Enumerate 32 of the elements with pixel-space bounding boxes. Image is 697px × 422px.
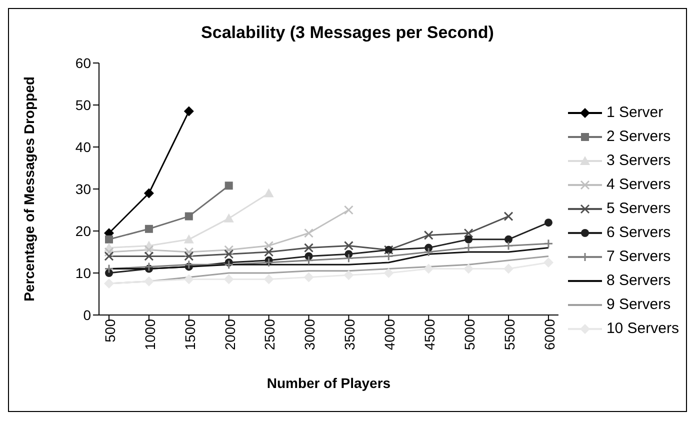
legend-label: 10 Servers bbox=[606, 320, 679, 337]
legend-label: 1 Server bbox=[606, 104, 664, 121]
y-axis-title: Percentage of Messages Dropped bbox=[20, 76, 37, 302]
legend-label: 6 Servers bbox=[606, 224, 671, 241]
y-tick-label: 50 bbox=[75, 96, 92, 113]
x-tick-label: 4000 bbox=[382, 318, 398, 350]
y-tick-label: 10 bbox=[75, 264, 92, 281]
legend-label: 2 Servers bbox=[606, 128, 671, 145]
x-tick-label: 500 bbox=[102, 318, 118, 342]
legend-label: 8 Servers bbox=[606, 272, 671, 289]
legend-label: 7 Servers bbox=[606, 248, 671, 265]
y-tick-label: 40 bbox=[75, 138, 92, 155]
y-tick-label: 0 bbox=[83, 306, 92, 323]
y-tick-label: 60 bbox=[75, 54, 92, 71]
y-tick-label: 20 bbox=[75, 222, 92, 239]
x-tick-label: 4500 bbox=[422, 318, 438, 350]
x-tick-label: 6000 bbox=[541, 318, 558, 350]
x-tick-label: 1500 bbox=[182, 318, 198, 350]
x-tick-label: 2500 bbox=[262, 318, 278, 350]
legend-label: 3 Servers bbox=[606, 152, 671, 169]
x-tick-label: 3000 bbox=[302, 318, 318, 350]
legend-label: 4 Servers bbox=[606, 176, 671, 193]
legend-label: 5 Servers bbox=[606, 200, 671, 217]
x-tick-label: 2000 bbox=[222, 318, 238, 350]
x-tick-label: 5500 bbox=[501, 318, 518, 350]
chart-title: Scalability (3 Messages per Second) bbox=[200, 23, 495, 43]
legend-label: 9 Servers bbox=[606, 296, 671, 313]
x-tick-label: 5000 bbox=[461, 318, 478, 350]
x-tick-label: 1000 bbox=[142, 318, 158, 350]
x-axis-title: Number of Players bbox=[266, 375, 391, 391]
y-tick-label: 30 bbox=[75, 180, 92, 197]
x-tick-label: 3500 bbox=[342, 318, 358, 350]
